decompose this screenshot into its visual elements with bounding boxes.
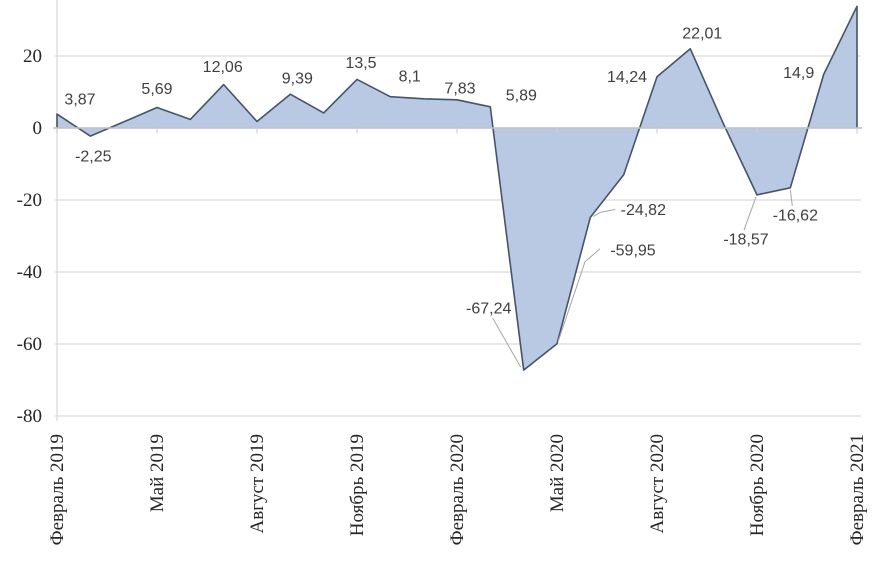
y-axis-tick-label: -40 <box>17 262 42 283</box>
area-series-fill <box>57 6 857 371</box>
y-axis-labels: 20 0 -20 -40 -60 -80 <box>17 46 42 427</box>
data-label: 5,69 <box>141 81 172 98</box>
data-label: -67,24 <box>466 301 511 318</box>
label-leader-lines <box>492 189 793 368</box>
x-axis-tick-label: Февраль 2021 <box>847 434 868 545</box>
x-axis-tick-label: Август 2019 <box>247 434 268 533</box>
x-axis-tick-label: Май 2019 <box>147 434 168 512</box>
category-axis-ticks <box>56 127 858 134</box>
label-leader-line <box>492 317 522 368</box>
data-label: -18,57 <box>723 231 768 248</box>
data-labels: 3,87 -2,25 5,69 12,06 9,39 13,5 8,1 7,83 5,89 -67… <box>64 25 818 317</box>
label-leader-line <box>593 208 616 217</box>
y-axis-tick-label: -60 <box>17 334 42 355</box>
data-label: 9,39 <box>282 71 313 88</box>
x-axis-labels: Февраль 2019 Май 2019 Август 2019 Ноябрь 20… <box>47 434 868 545</box>
area-series-line <box>56 5 858 371</box>
x-axis-tick-label: Май 2020 <box>547 434 568 512</box>
x-axis-tick-label: Ноябрь 2020 <box>747 434 768 536</box>
data-label: 22,01 <box>682 25 722 42</box>
x-axis-tick-label: Август 2020 <box>647 434 668 533</box>
label-leader-line <box>557 248 601 342</box>
data-label: 14,24 <box>607 69 647 86</box>
data-label: 5,89 <box>506 87 537 104</box>
data-label: 14,9 <box>783 65 814 82</box>
data-label: -2,25 <box>75 149 112 166</box>
label-leader-line <box>789 189 793 206</box>
y-axis-tick-label: -20 <box>17 190 42 211</box>
data-label: 12,06 <box>203 59 243 76</box>
y-axis-tick-label: 20 <box>23 46 42 67</box>
x-axis-tick-label: Февраль 2019 <box>47 434 68 545</box>
data-label: 7,83 <box>444 80 475 97</box>
data-label: -24,82 <box>621 202 666 219</box>
data-label: 13,5 <box>345 55 376 72</box>
data-label: 3,87 <box>64 92 95 109</box>
x-axis-tick-label: Февраль 2020 <box>447 434 468 545</box>
x-axis-tick-label: Ноябрь 2019 <box>347 434 368 536</box>
data-label: -59,95 <box>610 242 655 259</box>
data-label: -16,62 <box>773 207 818 224</box>
y-axis-tick-label: -80 <box>17 406 42 427</box>
data-label: 8,1 <box>399 68 421 85</box>
label-leader-line <box>743 196 757 231</box>
y-axis-tick-label: 0 <box>33 118 43 139</box>
